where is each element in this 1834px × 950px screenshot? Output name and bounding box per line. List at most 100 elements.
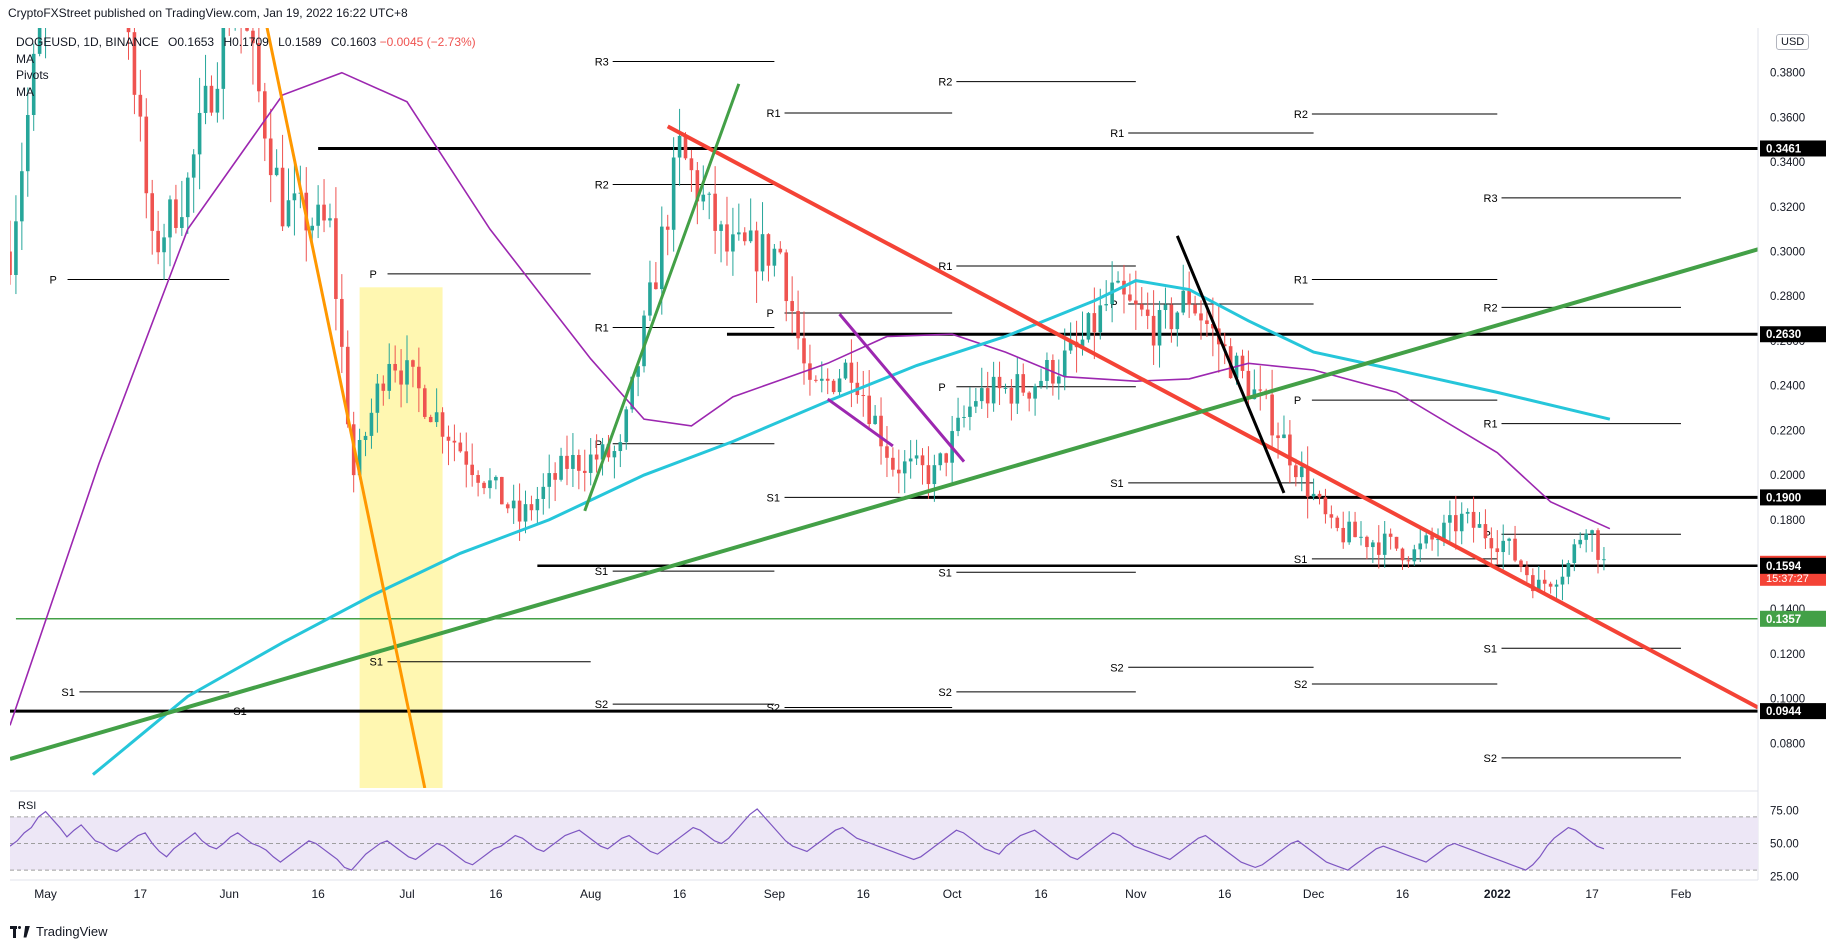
candle-body — [825, 378, 830, 381]
candle — [1578, 532, 1583, 549]
candle — [1039, 368, 1043, 389]
candle-body — [1039, 380, 1043, 387]
candle-body — [719, 224, 723, 231]
candle — [215, 62, 220, 123]
candle — [790, 276, 794, 334]
currency-badge[interactable]: USD — [1776, 34, 1810, 50]
indicator-ma-2[interactable]: MA — [16, 84, 34, 99]
candle-body — [1424, 535, 1428, 544]
candle-body — [1554, 584, 1559, 587]
footer-brand[interactable]: TradingView — [10, 924, 108, 939]
candle — [588, 438, 593, 486]
candle — [274, 149, 279, 177]
trendline-6 — [826, 397, 894, 448]
candle — [393, 345, 397, 383]
time-tick-18: Feb — [1671, 887, 1692, 901]
tradingview-logo-icon — [10, 925, 30, 938]
candle-body — [1382, 533, 1387, 555]
price-tick-10: 0.2800 — [1770, 291, 1805, 303]
candle — [1169, 297, 1174, 343]
time-tick-1: 17 — [134, 887, 148, 901]
indicator-ma-1[interactable]: MA — [16, 51, 34, 66]
indicator-pivots[interactable]: Pivots — [16, 68, 49, 82]
time-tick-3: 16 — [311, 887, 325, 901]
candle — [1602, 547, 1606, 571]
candle-body — [340, 298, 344, 347]
candle-body — [1536, 579, 1541, 592]
candle-body — [1388, 533, 1393, 537]
candle — [1489, 527, 1494, 567]
candle-body — [482, 482, 486, 489]
candle-body — [1021, 374, 1026, 393]
candle-body — [997, 376, 1002, 389]
candle — [737, 203, 741, 241]
candle — [1270, 369, 1274, 448]
pivot-label-33: S1 — [1484, 643, 1497, 655]
candle — [328, 203, 332, 228]
candle-body — [1288, 434, 1292, 466]
candle — [1288, 420, 1292, 483]
candle — [1471, 496, 1476, 543]
candle-body — [979, 388, 984, 402]
candle — [1400, 547, 1405, 570]
candle — [1051, 354, 1055, 396]
price-tick-2: 0.1200 — [1770, 649, 1805, 661]
candle-body — [571, 454, 575, 469]
rsi-tick-0: 75.00 — [1770, 805, 1799, 817]
candle — [434, 388, 439, 427]
candle-body — [701, 194, 706, 202]
time-tick-2: Jun — [220, 887, 239, 901]
pivot-label-24: R2 — [1294, 109, 1308, 121]
candle — [221, 28, 226, 120]
candle-body — [1525, 566, 1529, 576]
time-tick-16: 2022 — [1484, 887, 1511, 901]
pivot-label-16: R1 — [938, 261, 952, 273]
candle — [1477, 512, 1482, 528]
candle-body — [1454, 515, 1458, 532]
pivot-label-1: S1 — [61, 687, 74, 699]
candle — [1335, 515, 1340, 532]
candle-body — [1489, 538, 1494, 549]
candle-body — [203, 85, 208, 113]
candle — [1299, 451, 1304, 492]
symbol-row: DOGEUSD, 1D, BINANCE O0.1653 H0.1709 L0.… — [16, 34, 476, 51]
candle — [405, 335, 409, 404]
price-label-2: 0.1900 — [1766, 492, 1801, 504]
pivot-label-28: S2 — [1294, 679, 1307, 691]
candle-body — [138, 94, 143, 117]
pivot-label-17: P — [938, 382, 945, 394]
candle-body — [1329, 514, 1334, 518]
candle — [1596, 528, 1600, 574]
candle-body — [25, 114, 30, 172]
candle — [1009, 379, 1014, 421]
price-tick-7: 0.2200 — [1770, 425, 1805, 437]
candle-body — [636, 366, 640, 377]
candle-body — [334, 218, 338, 299]
candle-body — [1394, 536, 1399, 549]
candle-body — [1596, 530, 1600, 560]
candle — [991, 361, 996, 412]
candle — [203, 54, 208, 125]
candle-body — [713, 193, 717, 231]
candle — [440, 407, 445, 454]
candle — [422, 384, 427, 420]
rsi-tick-2: 25.00 — [1770, 872, 1799, 884]
candle — [1376, 525, 1381, 569]
candle-body — [891, 457, 895, 470]
candle — [1406, 556, 1411, 569]
time-tick-8: Sep — [764, 887, 786, 901]
candle-body — [991, 376, 996, 404]
trendline-2 — [583, 83, 741, 512]
symbol-label[interactable]: DOGEUSD, 1D, BINANCE — [16, 35, 159, 49]
candle — [268, 108, 273, 203]
candle — [571, 433, 575, 488]
candle — [1353, 511, 1357, 538]
candle-body — [1602, 559, 1606, 561]
candle — [417, 347, 421, 413]
price-tick-11: 0.3000 — [1770, 247, 1805, 259]
candle — [819, 361, 824, 393]
candle-body — [31, 53, 36, 115]
candle-body — [1495, 548, 1500, 553]
candle-body — [1145, 309, 1150, 316]
